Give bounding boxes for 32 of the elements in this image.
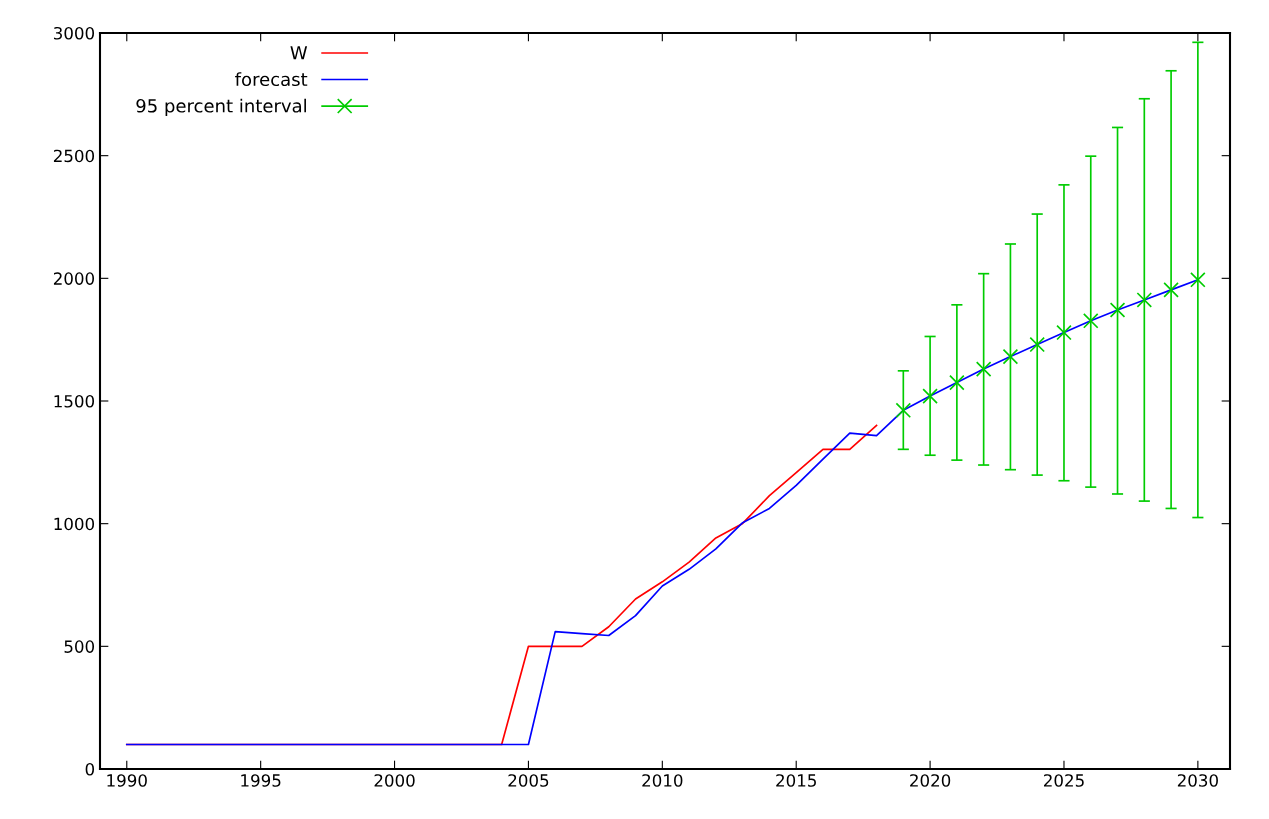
x-tick-label: 2015 — [776, 774, 816, 787]
y-tick-label: 3000 — [53, 26, 95, 40]
legend-label: W — [290, 46, 308, 60]
point — [895, 402, 912, 419]
point — [1029, 336, 1045, 353]
y-tick-label: 500 — [64, 640, 95, 653]
y-tick-label: 2000 — [53, 272, 95, 285]
point — [1163, 282, 1179, 298]
y-tick-label: 0 — [85, 762, 95, 776]
point — [1002, 348, 1019, 365]
point — [975, 361, 992, 377]
x-tick-label: 2000 — [374, 774, 415, 787]
point — [1109, 302, 1126, 318]
legend-label: forecast — [235, 72, 308, 87]
x-tick-label: 2025 — [1043, 774, 1084, 787]
x-tick-label: 1990 — [107, 774, 147, 787]
y-tick-label: 1500 — [54, 394, 95, 408]
point — [1056, 324, 1072, 341]
point — [1082, 312, 1099, 329]
point — [1190, 272, 1206, 288]
y-tick-label: 1000 — [54, 517, 95, 531]
x-tick-label: 2005 — [508, 774, 549, 787]
x-tick-label: 1995 — [241, 774, 281, 787]
y-tick-label: 2500 — [53, 149, 95, 163]
point — [1136, 292, 1153, 308]
legend-label: 95 percent interval — [136, 98, 306, 117]
point — [949, 374, 965, 391]
x-tick-label: 2030 — [1177, 774, 1218, 787]
line-series — [125, 278, 1199, 746]
x-tick-label: 2010 — [642, 774, 683, 787]
x-tick-label: 2020 — [910, 774, 951, 787]
point — [922, 388, 938, 404]
